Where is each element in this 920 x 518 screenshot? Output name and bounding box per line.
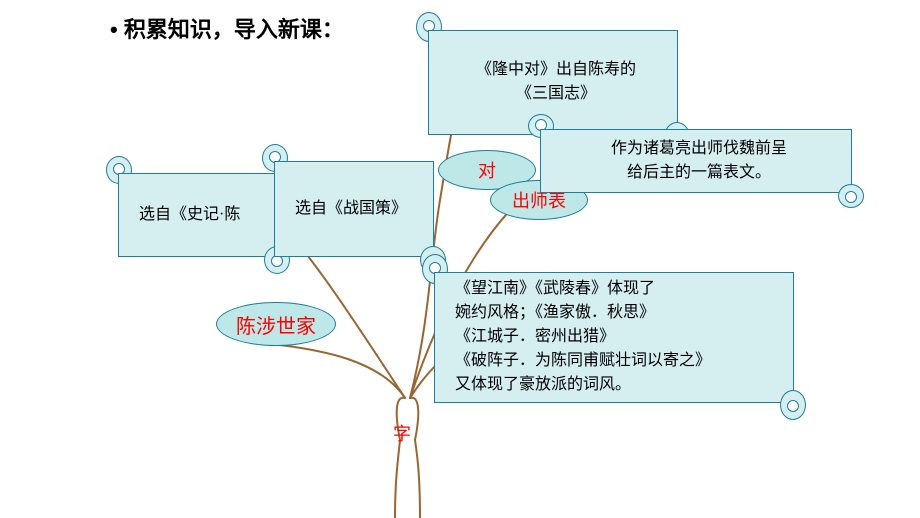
trunk-label: 字 — [393, 420, 411, 446]
scroll-ci-styles: 《望江南》《武陵春》体现了婉约风格；《渔家傲．秋思》《江城子．密州出猎》《破阵子… — [424, 258, 804, 416]
scroll-body: 选自《史记·陈 — [118, 173, 278, 258]
oval-chenshe-shijia: 陈涉世家 — [216, 302, 336, 346]
diagram-canvas: • 积累知识，导入新课： 陈涉世家 对 出师表 选自《史记·陈 选自《战国策》 … — [0, 0, 920, 518]
scroll-chushibiao-note: 作为诸葛亮出师伐魏前呈给后主的一篇表文。 — [530, 118, 862, 204]
oval-label: 陈涉世家 — [236, 310, 316, 339]
scroll-zhanguoce: 选自《战国策》 — [264, 148, 444, 270]
scroll-text: 选自《史记·陈 — [139, 203, 263, 227]
scroll-text: 《隆中对》出自陈寿的《三国志》 — [449, 58, 663, 106]
scroll-body: 选自《战国策》 — [274, 161, 434, 258]
scroll-text: 作为诸葛亮出师伐魏前呈给后主的一篇表文。 — [561, 137, 837, 185]
oval-label: 对 — [478, 157, 496, 183]
scroll-body: 作为诸葛亮出师伐魏前呈给后主的一篇表文。 — [540, 129, 852, 193]
scroll-text: 《望江南》《武陵春》体现了婉约风格；《渔家傲．秋思》《江城子．密州出猎》《破阵子… — [455, 277, 779, 397]
scroll-text: 选自《战国策》 — [295, 197, 419, 221]
scroll-body: 《望江南》《武陵春》体现了婉约风格；《渔家傲．秋思》《江城子．密州出猎》《破阵子… — [434, 272, 794, 403]
scroll-shiji: 选自《史记·陈 — [108, 160, 288, 270]
